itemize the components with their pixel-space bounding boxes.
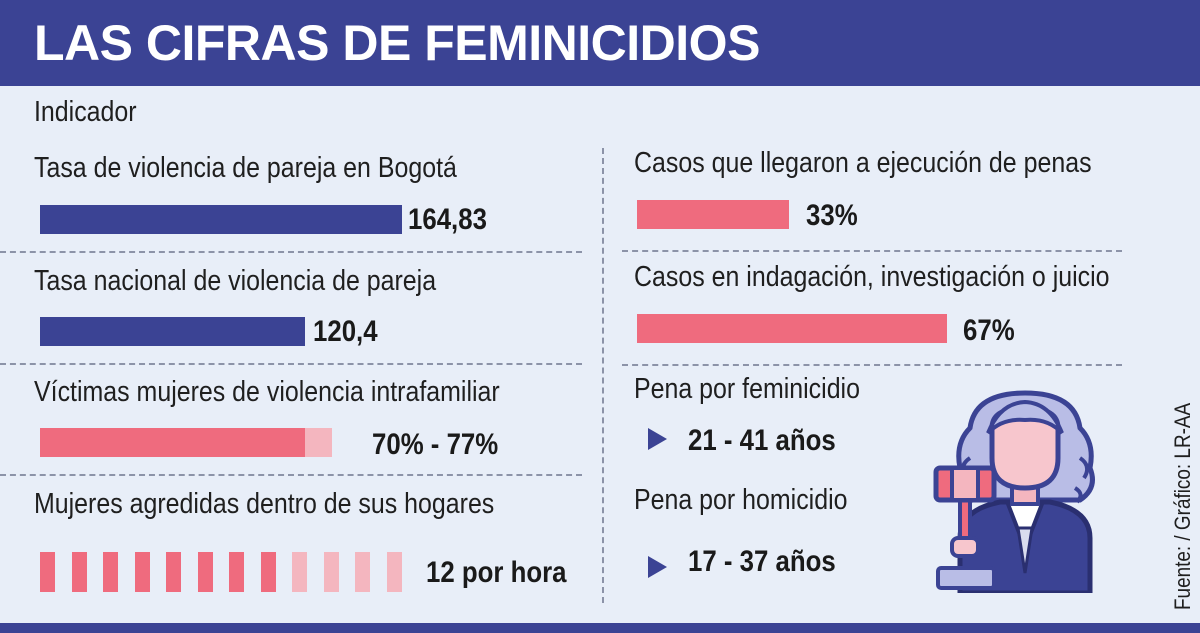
- bar-national-rate: [40, 317, 305, 346]
- hour-segment: [260, 552, 276, 592]
- hour-segment: [40, 552, 55, 592]
- bar-ongoing-cases: [637, 314, 947, 343]
- right-label-4: Pena por homicidio: [634, 484, 848, 516]
- vertical-divider: [602, 148, 604, 603]
- left-value-2: 120,4: [313, 315, 378, 348]
- hour-segment: [197, 552, 213, 592]
- hour-segment: [323, 552, 339, 592]
- left-value-1: 164,83: [408, 203, 487, 236]
- column-header: Indicador: [34, 96, 137, 128]
- hour-segment: [103, 552, 118, 592]
- hour-segment: [355, 552, 370, 592]
- left-value-4: 12 por hora: [426, 556, 567, 589]
- hour-segment: [166, 552, 181, 592]
- divider: [0, 474, 582, 476]
- bar-executed-cases: [637, 200, 789, 229]
- hour-segment: [386, 552, 402, 592]
- right-label-3: Pena por feminicidio: [634, 373, 860, 405]
- right-value-1: 33%: [806, 199, 858, 232]
- right-label-2: Casos en indagación, investigación o jui…: [634, 261, 1110, 293]
- source-credit: Fuente: / Gráfico: LR-AA: [1170, 402, 1195, 610]
- left-value-3: 70% - 77%: [372, 428, 499, 461]
- divider: [622, 250, 1122, 252]
- hour-segment: [292, 552, 307, 592]
- right-label-1: Casos que llegaron a ejecución de penas: [634, 147, 1092, 179]
- left-label-2: Tasa nacional de violencia de pareja: [34, 265, 437, 297]
- bar-bogota-rate: [40, 205, 402, 234]
- triangle-bullet-icon: [648, 428, 667, 450]
- bar-victims-high: [305, 428, 332, 457]
- right-value-3: 21 - 41 años: [688, 424, 836, 457]
- divider: [622, 364, 1122, 366]
- footer-bar: [0, 623, 1200, 633]
- divider: [0, 251, 582, 253]
- right-value-4: 17 - 37 años: [688, 545, 836, 578]
- header-banner: LAS CIFRAS DE FEMINICIDIOS: [0, 0, 1200, 86]
- triangle-bullet-icon: [648, 556, 667, 578]
- left-label-4: Mujeres agredidas dentro de sus hogares: [34, 488, 495, 520]
- left-label-1: Tasa de violencia de pareja en Bogotá: [34, 152, 457, 184]
- hour-segment: [229, 552, 244, 592]
- divider: [0, 363, 582, 365]
- hour-segment: [134, 552, 150, 592]
- right-value-2: 67%: [963, 314, 1015, 347]
- bar-victims-low: [40, 428, 305, 457]
- judge-gavel-icon: [933, 390, 1095, 593]
- left-label-3: Víctimas mujeres de violencia intrafamil…: [34, 376, 500, 408]
- page-title: LAS CIFRAS DE FEMINICIDIOS: [34, 15, 760, 71]
- hour-segment: [71, 552, 87, 592]
